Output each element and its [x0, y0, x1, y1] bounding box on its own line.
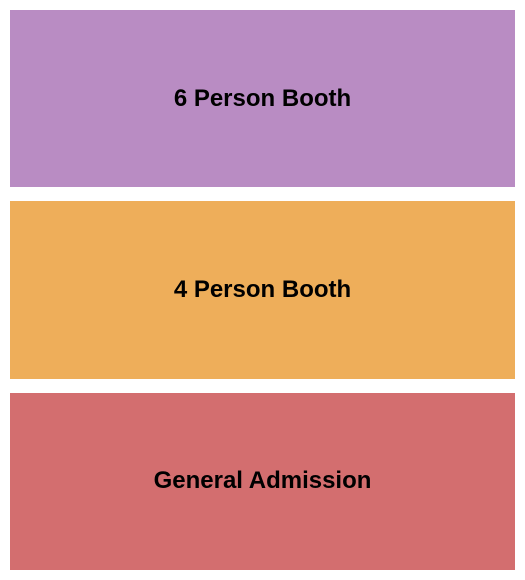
seating-chart: 6 Person Booth 4 Person Booth General Ad…	[0, 0, 525, 580]
section-4-person-booth[interactable]: 4 Person Booth	[10, 201, 515, 378]
section-label: 4 Person Booth	[174, 276, 351, 304]
section-6-person-booth[interactable]: 6 Person Booth	[10, 10, 515, 187]
section-general-admission[interactable]: General Admission	[10, 393, 515, 570]
section-label: 6 Person Booth	[174, 85, 351, 113]
section-label: General Admission	[154, 467, 372, 495]
